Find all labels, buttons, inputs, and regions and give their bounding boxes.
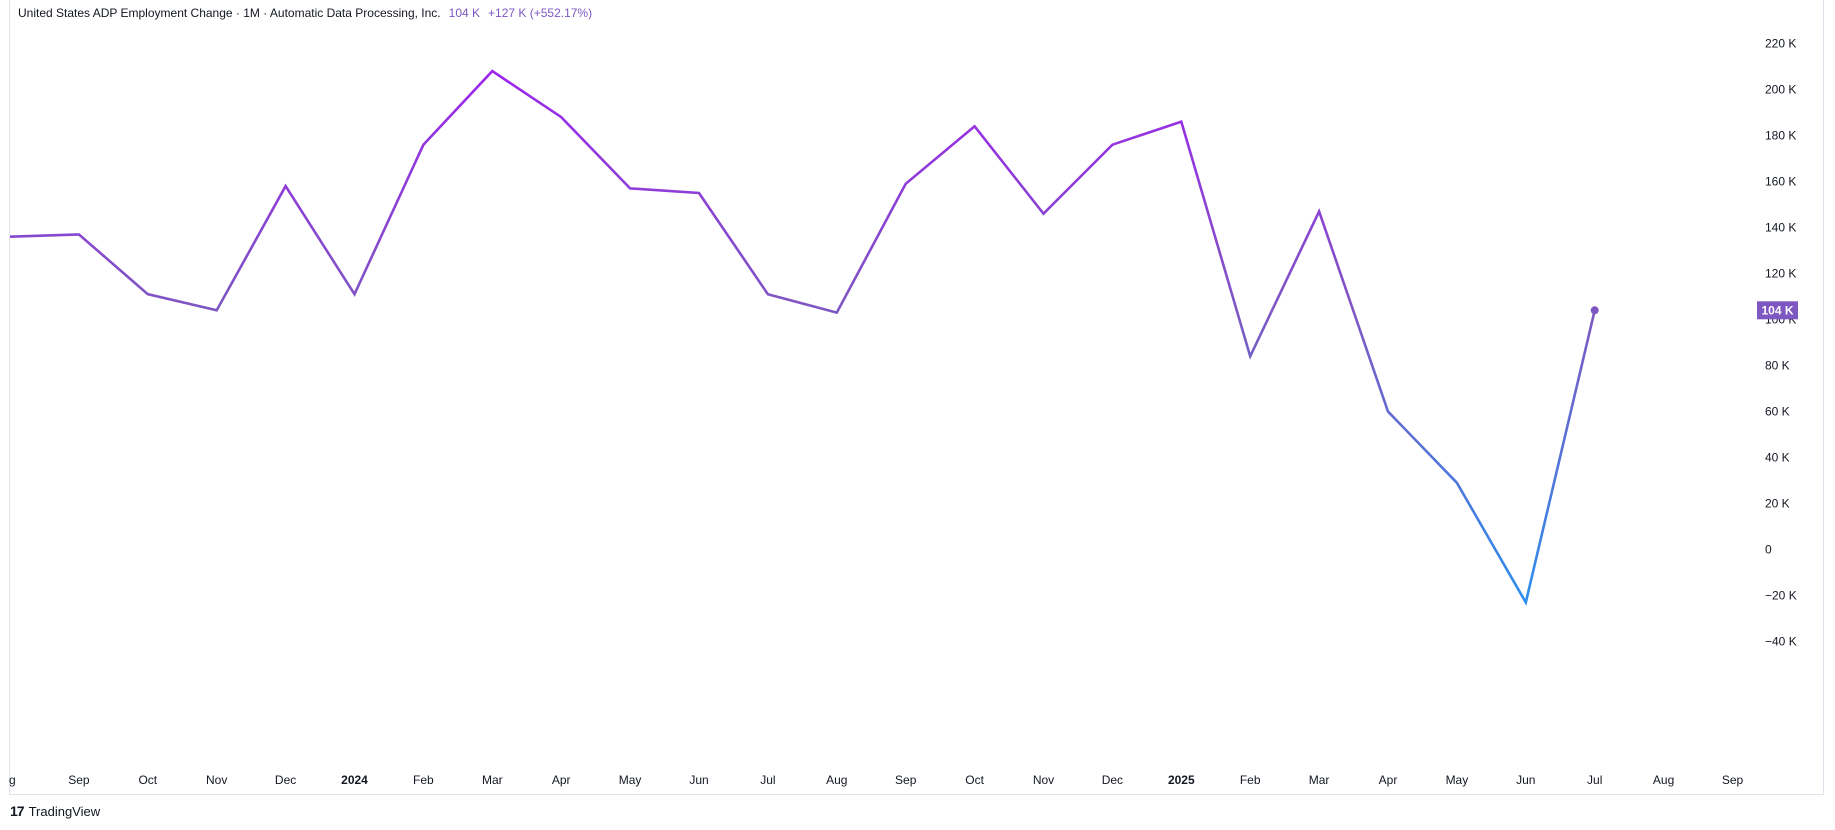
x-tick-label: 2024 xyxy=(341,773,368,787)
y-tick-label: −20 K xyxy=(1765,589,1797,603)
last-point-marker xyxy=(1590,306,1599,315)
x-tick-label: Oct xyxy=(138,773,157,787)
x-tick-label: Dec xyxy=(275,773,296,787)
x-tick-label: 2025 xyxy=(1168,773,1195,787)
x-tick-label: May xyxy=(1446,773,1469,787)
x-tick-label: Jul xyxy=(1587,773,1602,787)
x-tick-label: g xyxy=(9,773,16,787)
x-tick-label: Dec xyxy=(1102,773,1123,787)
legend-change: +127 K (+552.17%) xyxy=(488,6,593,20)
x-tick-label: Sep xyxy=(1722,773,1744,787)
y-tick-label: 0 xyxy=(1765,543,1772,557)
x-tick-label: Aug xyxy=(1653,773,1674,787)
x-tick-label: Mar xyxy=(1309,773,1330,787)
y-tick-label: −40 K xyxy=(1765,635,1797,649)
x-tick-label: Sep xyxy=(895,773,917,787)
x-tick-label: Apr xyxy=(1379,773,1398,787)
x-tick-label: Jun xyxy=(689,773,708,787)
chart-frame[interactable] xyxy=(9,0,1824,795)
legend-last-value: 104 K xyxy=(448,6,481,20)
x-tick-label: Nov xyxy=(1033,773,1054,787)
y-tick-label: 160 K xyxy=(1765,175,1796,189)
x-tick-label: Apr xyxy=(552,773,571,787)
last-value-badge xyxy=(1757,301,1798,320)
y-tick-label: 40 K xyxy=(1765,451,1790,465)
x-tick-label: Oct xyxy=(965,773,984,787)
y-tick-label: 140 K xyxy=(1765,221,1796,235)
series-line xyxy=(9,69,1596,606)
chart-legend: United States ADP Employment Change · 1M… xyxy=(18,6,592,20)
y-tick-label: 20 K xyxy=(1765,497,1790,511)
x-tick-label: May xyxy=(619,773,642,787)
last-value-badge-text: 104 K xyxy=(1761,303,1793,317)
x-tick-label: Jul xyxy=(760,773,775,787)
y-tick-label: 80 K xyxy=(1765,359,1790,373)
x-tick-label: Feb xyxy=(413,773,434,787)
y-tick-label: 180 K xyxy=(1765,129,1796,143)
y-tick-label: 60 K xyxy=(1765,405,1790,419)
x-tick-label: Nov xyxy=(206,773,227,787)
x-tick-label: Aug xyxy=(826,773,847,787)
y-tick-label: 220 K xyxy=(1765,37,1796,51)
footer-brand[interactable]: 17 TradingView xyxy=(10,803,100,819)
x-tick-label: Mar xyxy=(482,773,503,787)
x-tick-label: Sep xyxy=(68,773,90,787)
legend-title: United States ADP Employment Change · 1M… xyxy=(18,6,441,20)
tradingview-logo-icon: 17 xyxy=(10,803,25,819)
y-tick-label: 200 K xyxy=(1765,83,1796,97)
y-tick-label: 120 K xyxy=(1765,267,1796,281)
x-tick-label: Feb xyxy=(1240,773,1261,787)
brand-name: TradingView xyxy=(28,803,101,819)
x-tick-label: Jun xyxy=(1516,773,1535,787)
